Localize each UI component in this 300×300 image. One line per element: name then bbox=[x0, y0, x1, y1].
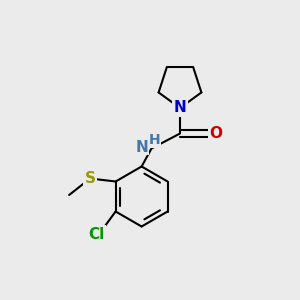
Text: S: S bbox=[85, 171, 96, 186]
Text: N: N bbox=[136, 140, 148, 154]
Text: Cl: Cl bbox=[88, 226, 104, 242]
Text: O: O bbox=[209, 126, 223, 141]
Text: H: H bbox=[148, 133, 160, 147]
Text: N: N bbox=[174, 100, 186, 116]
